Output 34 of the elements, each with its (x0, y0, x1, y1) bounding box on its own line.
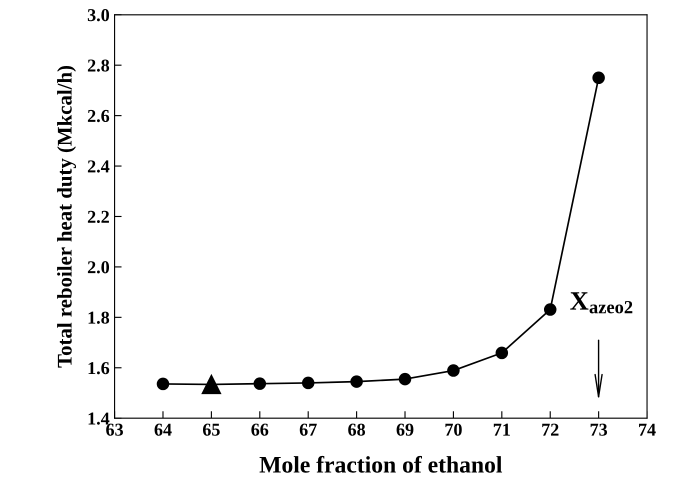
x-tick-label: 69 (396, 424, 414, 436)
x-tick-label: 67 (300, 424, 317, 436)
point (592, 72, 605, 84)
x-tick-label: 64 (154, 424, 172, 436)
point (496, 346, 508, 360)
y-axis-title: Total reboiler heat duty (Mkcal/h) (57, 66, 76, 368)
y-tick-label: 2.8 (88, 59, 110, 72)
point (254, 377, 266, 390)
x-tick-label: 63 (106, 424, 123, 436)
x-tick-label: 73 (590, 424, 608, 436)
annotation: X$_{azeo2}$ (570, 292, 632, 314)
x-tick-label: 70 (445, 424, 462, 436)
x-axis-title: Mole fraction of ethanol (260, 456, 502, 473)
x-tick-label: 65 (202, 424, 220, 436)
point (156, 378, 170, 390)
x-tick-label: 66 (251, 424, 268, 436)
x-tick-label: 72 (542, 424, 558, 436)
x-tick-label: 71 (494, 424, 510, 436)
point (447, 364, 460, 377)
point (302, 376, 314, 390)
x-tick-label: 68 (348, 424, 366, 436)
y-tick-label: 2.6 (88, 110, 110, 122)
x-tick-label: 74 (639, 424, 656, 436)
point (544, 303, 556, 316)
y-tick-label: 1.8 (88, 312, 110, 324)
y-tick-label: 1.4 (88, 412, 110, 425)
y-tick-label: 3.0 (88, 9, 110, 22)
point (398, 372, 412, 386)
y-tick-label: 1.6 (88, 362, 110, 374)
point (350, 375, 363, 388)
y-tick-label: 2.0 (88, 261, 110, 274)
y-tick-label: 2.2 (88, 210, 109, 223)
point (202, 374, 222, 394)
y-tick-label: 2.4 (88, 160, 110, 173)
